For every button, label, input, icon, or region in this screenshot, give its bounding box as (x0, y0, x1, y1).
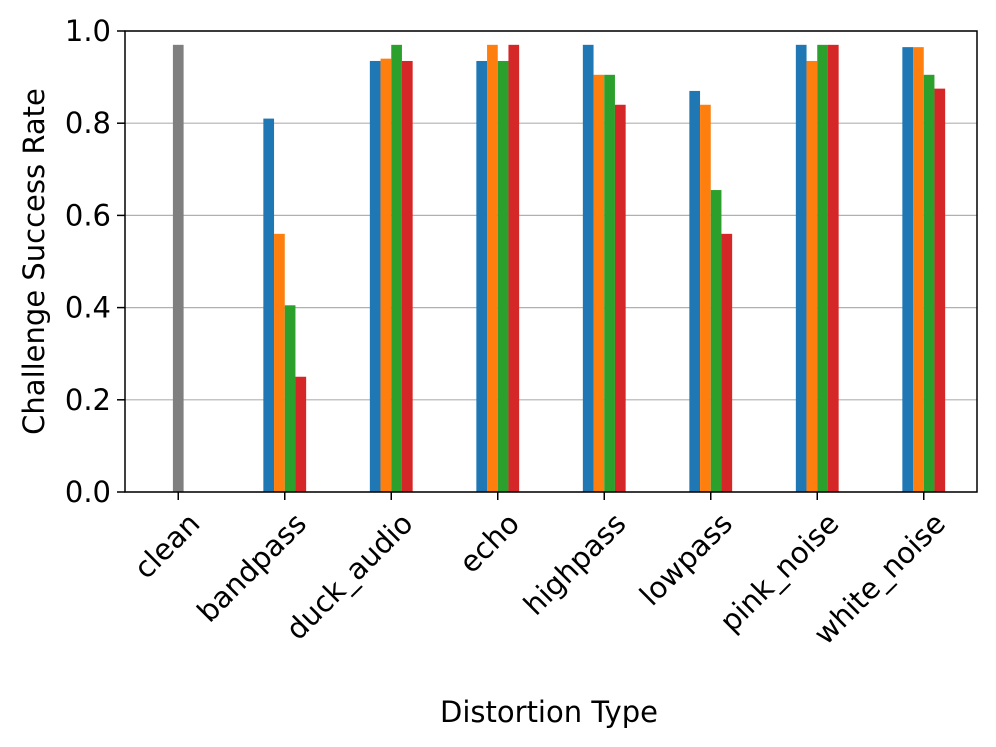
y-tick-label: 1.0 (65, 14, 111, 48)
x-tick-label-lowpass: lowpass (633, 506, 739, 612)
y-axis-label: Challenge Success Rate (17, 88, 51, 435)
x-tick-label-highpass: highpass (517, 506, 633, 622)
bar-series2-echo (487, 44, 498, 493)
gridlines (125, 30, 977, 493)
bar-series3-duck_audio (391, 44, 402, 493)
x-tick-label-clean: clean (127, 506, 206, 585)
bar-series2-pink_noise (806, 60, 818, 493)
bar-series4-highpass (614, 104, 626, 492)
bar-series3-highpass (604, 74, 615, 493)
plot-frame (124, 30, 978, 493)
bar-series1-echo (476, 60, 488, 493)
bar-series3-echo (497, 60, 509, 493)
bar-series4-lowpass (721, 233, 733, 492)
bar-series3-bandpass (284, 305, 296, 492)
bar-series3-white_noise (923, 74, 935, 493)
bar-series3-pink_noise (817, 44, 828, 493)
bar-series1-highpass (582, 44, 594, 493)
bar-series1-bandpass (263, 118, 275, 492)
y-tick-label: 0.0 (65, 475, 111, 509)
bar-baseline-clean (172, 44, 184, 493)
bar-series1-pink_noise (795, 44, 807, 493)
y-tick-label: 0.8 (65, 106, 111, 140)
bar-series1-lowpass (689, 90, 701, 493)
bar-series2-highpass (593, 74, 605, 493)
bars (172, 44, 946, 493)
x-axis-label: Distortion Type (440, 695, 658, 729)
bar-series2-bandpass (274, 233, 285, 492)
y-axis-ticks: 0.0 0.2 0.4 0.6 0.8 1.0 (65, 14, 125, 509)
bar-series4-pink_noise (827, 44, 839, 493)
bar-series2-duck_audio (380, 58, 392, 492)
bar-series4-white_noise (934, 88, 946, 492)
bar-series2-lowpass (700, 104, 711, 492)
bar-series3-lowpass (710, 190, 722, 493)
y-tick-label: 0.6 (65, 198, 111, 232)
x-tick-label-echo: echo (452, 506, 525, 579)
bar-series1-duck_audio (369, 60, 381, 493)
bar-series4-echo (508, 44, 520, 493)
bar-series1-white_noise (902, 47, 914, 492)
bar-series4-duck_audio (401, 60, 413, 493)
y-tick-label: 0.4 (65, 291, 111, 325)
bar-series2-white_noise (913, 47, 924, 492)
y-tick-label: 0.2 (65, 383, 111, 417)
bar-series4-bandpass (295, 376, 307, 492)
